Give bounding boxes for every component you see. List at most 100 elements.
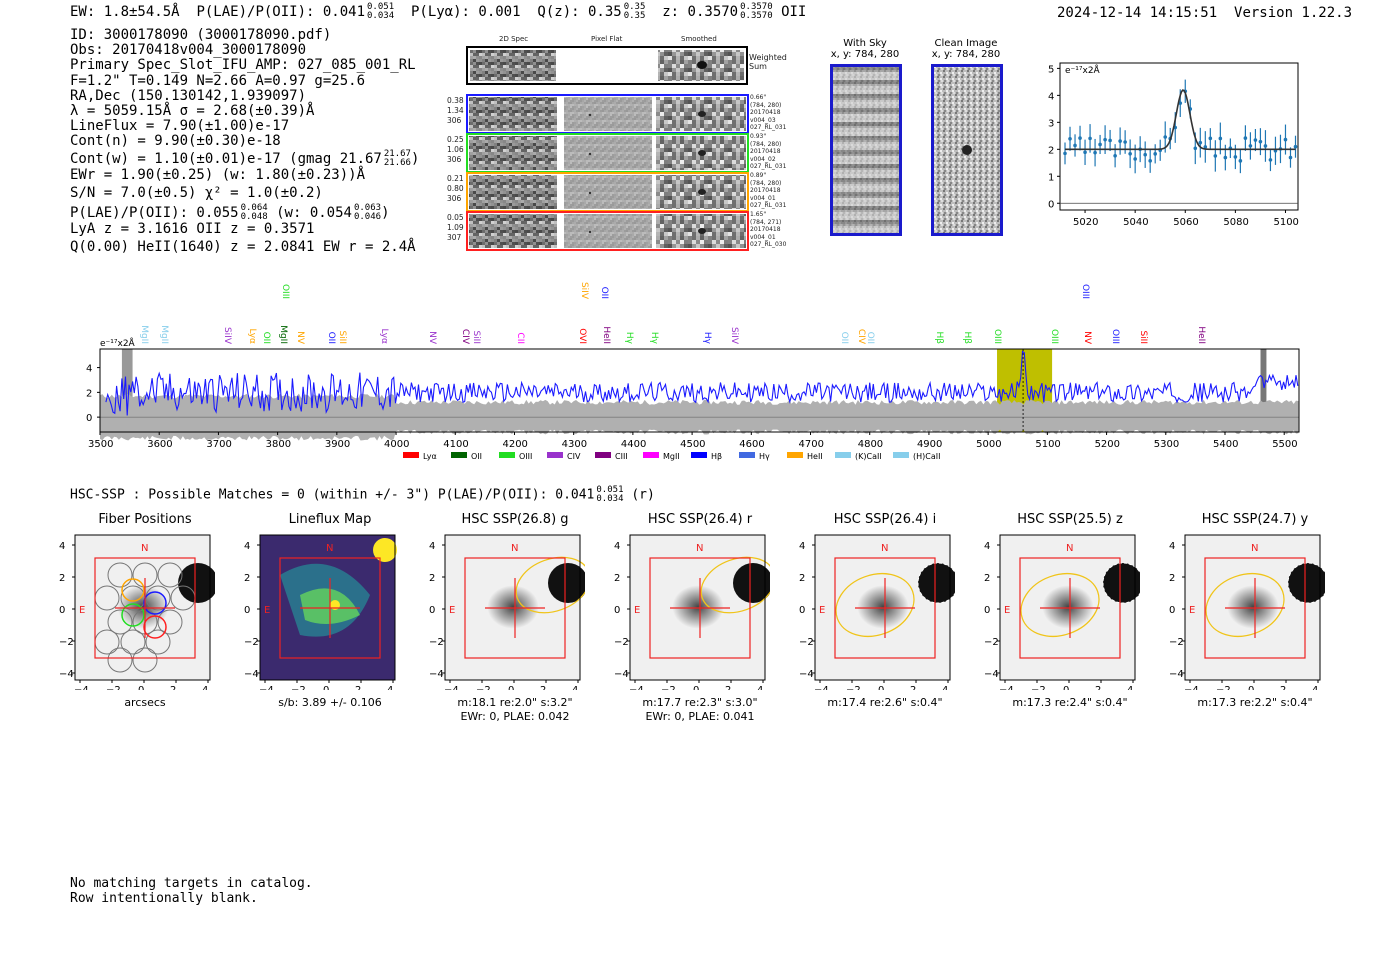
spec-line-label: Lyα <box>247 329 257 345</box>
cutout-right-value: (784, 280) <box>750 101 782 109</box>
info-plae: P(LAE)/P(OII): 0.055 <box>70 204 239 221</box>
hsc-summary-text: HSC-SSP : Possible Matches = 0 (within +… <box>70 487 595 503</box>
hsc-x-tick: −4 <box>999 685 1014 690</box>
cutout-left-value: 0.38 <box>447 96 464 105</box>
hsc-y-tick: 4 <box>429 541 435 552</box>
spec-line-label: OII <box>261 332 271 344</box>
cutout-left-value: 0.80 <box>447 184 464 193</box>
spec-line-label: OII <box>839 332 849 344</box>
zoom-y-tick: 5 <box>1048 64 1054 75</box>
legend-label: Lyα <box>423 452 437 461</box>
hsc-y-tick: 0 <box>429 605 435 616</box>
cutout-right-value: 20170418 <box>750 148 781 155</box>
zoom-point <box>1073 143 1077 148</box>
spec-line-label: HeII <box>1196 326 1206 344</box>
hsc-panel-caption: m:17.4 re:2.6" s:0.4" <box>827 696 943 709</box>
hsc-y-tick: −2 <box>244 637 259 648</box>
spec-line-label: Hβ <box>962 331 972 344</box>
info-plae-w-hi: 0.063 <box>353 202 382 213</box>
spec-line-label: OII <box>865 332 875 344</box>
info-contw-lo: 21.66 <box>383 157 411 168</box>
aperture-box <box>1019 557 1121 659</box>
hsc-y-tick: 2 <box>244 573 250 584</box>
header-qz-lo: 0.35 <box>623 11 646 21</box>
info-primary: Primary Spec_Slot_IFU_AMP: 027_085_001_R… <box>70 57 416 74</box>
zoom-point <box>1258 139 1263 144</box>
cutout-left-label: 0.21 0.80 306 <box>447 174 464 204</box>
hsc-panel-image: N E 4 2 0 −2 −4−4 −2 0 2 4 <box>244 534 397 690</box>
cutout-pixelflat <box>564 97 652 131</box>
spec-line-label: SiIV <box>222 327 232 345</box>
hsc-x-tick: −2 <box>106 685 121 690</box>
hsc-x-tick: 0 <box>878 685 884 690</box>
spec-x-tick: 5300 <box>1154 439 1179 450</box>
zoom-x-tick: 5060 <box>1173 217 1198 228</box>
spec-x-tick: 4400 <box>621 439 646 450</box>
hsc-panel-image: N E 4 2 0 −2 −4−4 −2 0 2 4 <box>59 534 215 690</box>
emission-line-zoom-plot: 5 4 3 2 1 0 5020 5040 5060 5080 5100 e⁻¹⁷x2Å <box>1048 62 1299 228</box>
hsc-panel-caption: m:17.3 re:2.4" s:0.4" <box>1012 696 1128 709</box>
info-radec: RA,Dec (150.130142,1.939097) <box>70 87 307 104</box>
cutout-left-value: 1.06 <box>447 145 464 154</box>
north-label: N <box>1251 543 1258 554</box>
legend-swatch <box>643 452 659 458</box>
zoom-point <box>1218 136 1223 141</box>
hsc-x-tick: 4 <box>757 685 763 690</box>
cutout-right-value: 027_RL_031 <box>750 124 787 131</box>
zoom-point <box>1063 151 1067 156</box>
spec-line-label: OIII <box>1049 329 1059 344</box>
fiber-circle <box>157 562 183 588</box>
header-version: Version 1.22.3 <box>1234 5 1353 21</box>
hsc-x-tick: −4 <box>444 685 459 690</box>
hsc-x-tick: 0 <box>693 685 699 690</box>
info-contw-end: ) <box>410 150 420 167</box>
hsc-x-tick: 0 <box>1248 685 1254 690</box>
legend-label: Hβ <box>711 452 722 461</box>
zoom-point <box>1148 159 1152 163</box>
hsc-y-tick: −2 <box>614 637 629 648</box>
hsc-x-tick: 4 <box>942 685 948 690</box>
with-sky-title-text: With Sky <box>843 38 887 49</box>
zoom-point <box>1123 140 1127 144</box>
aperture-box <box>279 557 381 659</box>
cutout-right-value: 20170418 <box>750 226 781 233</box>
info-q: Q(0.00) HeII(1640) z = 2.0841 EW r = 2.4… <box>70 238 416 255</box>
spec-line-label: Lyα <box>379 329 389 345</box>
cutout-2dspec <box>469 214 557 248</box>
catalog-footer: No matching targets in catalog. Row inte… <box>70 876 313 906</box>
hsc-y-tick: 0 <box>1169 605 1175 616</box>
cutout-2dspec <box>469 97 557 131</box>
spec-line-label: MgII <box>139 325 149 344</box>
hsc-panel-caption: m:17.3 re:2.2" s:0.4" <box>1197 696 1313 709</box>
aperture-box <box>834 557 936 659</box>
zoom-point <box>1113 153 1117 158</box>
hsc-x-tick: 2 <box>355 685 361 690</box>
info-params: F=1.2" T=0.149 N=2.66 A=0.97 g=25.6 <box>70 72 366 89</box>
header-z-hi: 0.3570 <box>740 2 773 12</box>
cutout-right-label: 0.93" (784, 280) 20170418 v004_02 027_RL_031 <box>750 133 786 171</box>
zoom-point <box>1163 135 1168 139</box>
hsc-y-tick: 4 <box>614 541 620 552</box>
cutout-left-value: 0.25 <box>447 135 464 144</box>
east-label: E <box>1004 605 1010 616</box>
cutout-right-value: (784, 271) <box>750 218 782 226</box>
hsc-x-tick: 0 <box>138 685 144 690</box>
hsc-y-tick: 2 <box>984 573 990 584</box>
cutout-left-label: 0.25 1.06 306 <box>447 135 464 165</box>
cutout-right-value: 027_RL_031 <box>750 202 787 209</box>
zoom-point <box>1193 146 1198 151</box>
zoom-point <box>1088 136 1092 141</box>
zoom-point <box>1263 144 1268 148</box>
legend-swatch <box>595 452 611 458</box>
hsc-y-tick: 4 <box>984 541 990 552</box>
zoom-model-line <box>1065 89 1296 151</box>
cutout-right-value: v004_01 <box>750 194 776 202</box>
col-title-2dspec: 2D Spec <box>499 35 529 43</box>
zoom-point <box>1233 155 1238 159</box>
hsc-x-tick: −4 <box>74 685 89 690</box>
spec-line-label: CII <box>515 332 525 344</box>
east-label: E <box>819 605 825 616</box>
fiber-circle <box>120 629 146 655</box>
with-sky-title: With Sky x, y: 784, 280 <box>820 38 910 60</box>
legend-swatch <box>787 452 803 458</box>
